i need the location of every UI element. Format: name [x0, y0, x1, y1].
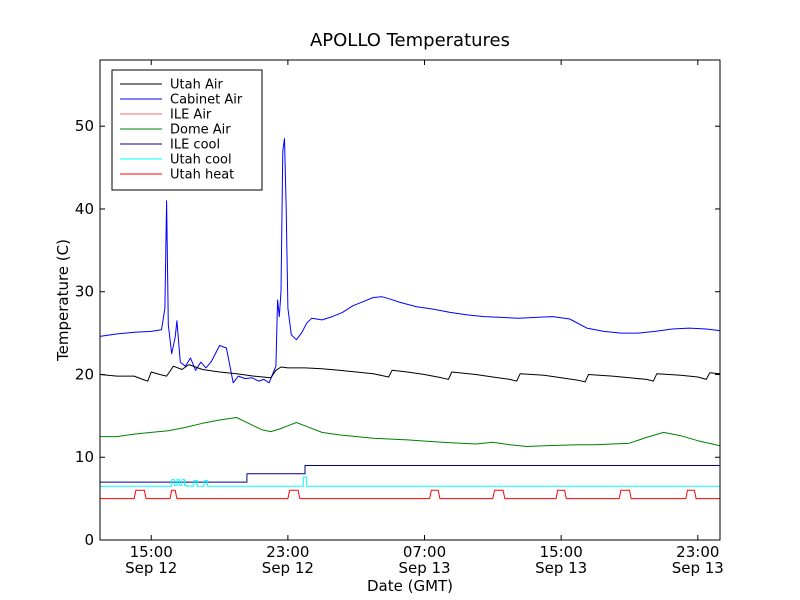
x-tick-label-time: 15:00	[130, 543, 173, 561]
series-layer	[99, 138, 721, 500]
series-line-utah-air	[99, 364, 721, 383]
series-line-utah-heat	[100, 489, 720, 500]
y-tick-label: 40	[75, 200, 94, 218]
x-tick-label-time: 23:00	[266, 543, 309, 561]
legend-label: ILE Air	[170, 108, 212, 123]
y-axis-label: Temperature (C)	[54, 239, 72, 362]
legend-label: Cabinet Air	[170, 93, 243, 108]
series-line-ile-cool	[100, 465, 720, 483]
y-axis-ticks: 0 10 20 30 40 50	[75, 117, 720, 549]
series-line-dome-air	[100, 417, 721, 447]
legend-label: Dome Air	[170, 123, 231, 138]
y-tick-label: 50	[75, 117, 94, 135]
legend-frame	[111, 69, 263, 191]
x-tick-label-time: 15:00	[540, 543, 583, 561]
x-tick-label-date: Sep 13	[398, 559, 450, 577]
legend-label: Utah Air	[170, 78, 223, 93]
x-tick-label-date: Sep 13	[672, 559, 724, 577]
x-axis-label: Date (GMT)	[367, 577, 453, 595]
legend-label: Utah cool	[170, 153, 232, 168]
series-line-utah-cool	[100, 476, 720, 487]
plot-frame	[99, 59, 721, 541]
x-tick-label-date: Sep 12	[125, 559, 177, 577]
series-line-cabinet-air	[99, 138, 721, 384]
y-tick-label: 10	[75, 448, 94, 466]
x-tick-label-date: Sep 13	[535, 559, 587, 577]
legend-label: ILE cool	[170, 138, 220, 153]
y-tick-label: 30	[75, 283, 94, 301]
y-tick-label: 0	[84, 531, 94, 549]
legend-label: Utah heat	[170, 168, 234, 183]
x-tick-label-time: 23:00	[676, 543, 719, 561]
x-tick-label-time: 07:00	[403, 543, 446, 561]
x-tick-label-date: Sep 12	[262, 559, 314, 577]
chart-title: APOLLO Temperatures	[310, 30, 510, 51]
y-tick-label: 20	[75, 365, 94, 383]
